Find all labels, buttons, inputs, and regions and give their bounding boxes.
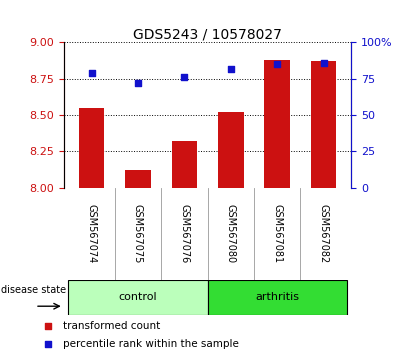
Bar: [125, 170, 151, 188]
Text: GSM567082: GSM567082: [319, 204, 328, 263]
Text: transformed count: transformed count: [63, 321, 161, 331]
Text: GSM567074: GSM567074: [87, 204, 97, 263]
Point: [227, 66, 234, 72]
Bar: [208, 280, 347, 315]
Text: percentile rank within the sample: percentile rank within the sample: [63, 339, 239, 349]
Point: [44, 323, 51, 329]
Text: GSM567076: GSM567076: [179, 204, 189, 263]
Bar: [79, 108, 104, 188]
Bar: [311, 61, 336, 188]
Point: [320, 60, 327, 65]
Point: [88, 70, 95, 76]
Text: GSM567081: GSM567081: [272, 204, 282, 263]
Text: arthritis: arthritis: [255, 292, 299, 302]
Point: [44, 341, 51, 347]
Text: disease state: disease state: [1, 285, 67, 295]
Point: [274, 61, 280, 67]
Text: GSM567080: GSM567080: [226, 204, 236, 263]
Text: GSM567075: GSM567075: [133, 204, 143, 263]
Bar: [68, 280, 208, 315]
Bar: [172, 141, 197, 188]
Text: control: control: [119, 292, 157, 302]
Point: [135, 80, 141, 86]
Title: GDS5243 / 10578027: GDS5243 / 10578027: [133, 27, 282, 41]
Bar: [264, 60, 290, 188]
Bar: [218, 112, 244, 188]
Point: [181, 74, 188, 80]
